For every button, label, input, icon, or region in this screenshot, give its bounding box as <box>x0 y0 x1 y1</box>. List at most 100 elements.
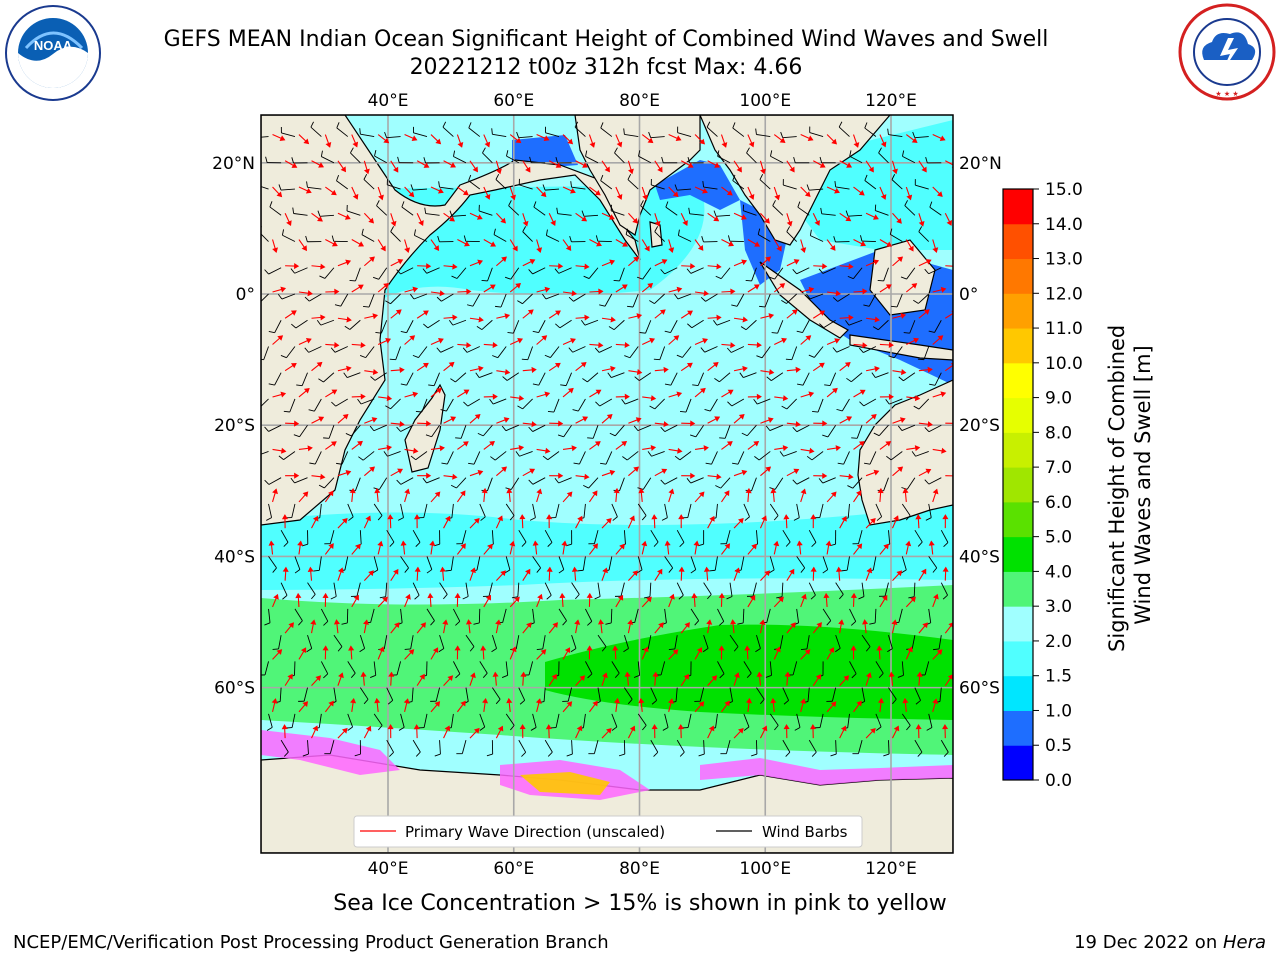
wind-barb <box>396 424 414 432</box>
wave-arrow <box>800 593 807 608</box>
wave-arrow <box>469 517 480 529</box>
wind-barb <box>902 150 916 164</box>
colorbar-segment <box>1003 501 1033 538</box>
colorbar-segment <box>1003 362 1033 399</box>
wave-arrow <box>928 540 935 555</box>
wind-barb <box>313 556 322 572</box>
wave-arrow <box>495 160 502 175</box>
wind-barb <box>719 425 731 439</box>
gridlines <box>261 115 953 853</box>
wave-arrow <box>536 391 551 398</box>
wind-barb <box>397 156 414 164</box>
colorbar-label: Significant Height of Combined Wind Wave… <box>1105 318 1155 652</box>
wind-barb <box>506 150 519 164</box>
wind-barb <box>530 713 537 731</box>
wind-barb <box>307 582 316 600</box>
lon-tick-top: 60°E <box>493 91 534 111</box>
wind-barb <box>649 398 665 410</box>
wave-arrow <box>839 725 847 739</box>
wind-barb <box>891 174 903 190</box>
wind-barb <box>819 319 836 329</box>
wave-arrow <box>826 701 837 713</box>
wave-arrow <box>891 725 900 739</box>
wind-barb <box>293 424 308 438</box>
wave-arrow <box>520 671 527 686</box>
wind-barb <box>780 131 797 139</box>
wind-barb <box>570 181 586 190</box>
lon-tick-top: 100°E <box>739 91 791 111</box>
wave-arrow <box>390 468 404 477</box>
wave-arrow <box>612 645 619 660</box>
wave-arrow <box>562 338 576 345</box>
wind-barb <box>692 372 705 387</box>
wind-barb <box>264 424 282 432</box>
wave-arrow <box>865 567 873 581</box>
wind-barb <box>869 608 877 625</box>
wind-barb <box>845 319 863 326</box>
wave-arrow <box>351 393 366 400</box>
wave-arrow <box>496 369 511 376</box>
wave-arrow <box>377 646 385 660</box>
wind-barb <box>308 398 322 412</box>
wave-arrow <box>877 487 884 502</box>
wind-barb <box>585 608 593 626</box>
wave-arrow <box>681 263 696 270</box>
wind-barb <box>849 608 857 626</box>
wind-barb <box>847 267 863 280</box>
wind-barb <box>599 293 613 307</box>
wave-arrow <box>272 239 278 254</box>
wave-arrow <box>404 447 419 454</box>
wave-arrow <box>784 671 791 686</box>
wave-arrow <box>902 697 909 712</box>
wave-arrow <box>680 362 693 372</box>
wave-arrow <box>601 672 608 686</box>
nws-logo: ★ ★ ★ <box>1176 2 1278 102</box>
wind-barb <box>445 556 454 572</box>
wind-barb <box>594 582 601 600</box>
wind-barb <box>568 293 586 302</box>
wave-arrow <box>589 441 601 450</box>
wind-barb <box>796 556 806 573</box>
wind-barb <box>516 131 533 139</box>
wind-barb <box>886 451 903 461</box>
wave-arrow <box>891 619 898 634</box>
wind-barb <box>316 319 335 326</box>
wave-band-1p5-2 <box>261 505 953 590</box>
wind-barb <box>468 451 481 465</box>
wave-arrow <box>377 282 389 293</box>
wind-barb <box>650 529 659 547</box>
wave-arrow <box>747 594 756 608</box>
wind-barb <box>330 582 337 600</box>
wind-barb <box>933 635 942 651</box>
wave-arrow <box>826 387 838 398</box>
wave-arrow <box>509 239 518 252</box>
wind-barb <box>268 372 282 386</box>
wave-arrow <box>483 440 496 450</box>
wind-barb <box>809 126 824 137</box>
wave-arrow <box>627 725 636 739</box>
wave-arrow <box>812 213 820 226</box>
wind-barb <box>662 713 669 731</box>
wave-arrow <box>813 160 826 168</box>
wave-arrow <box>417 420 432 427</box>
wind-barb <box>544 346 560 358</box>
wind-barb <box>558 556 565 574</box>
lat-tick-right: 20°S <box>959 416 1000 436</box>
wave-arrow <box>823 592 830 607</box>
wave-arrow <box>773 239 782 252</box>
wind-barb <box>518 739 527 757</box>
wind-barb <box>621 398 639 405</box>
wave-arrow <box>282 566 289 581</box>
wind-barb <box>623 635 629 653</box>
wave-arrow <box>506 487 513 502</box>
wave-arrow <box>759 515 767 529</box>
wave-arrow <box>813 263 828 270</box>
wave-arrow <box>536 239 543 254</box>
wave-arrow <box>454 645 461 660</box>
wind-barb <box>412 582 420 600</box>
wind-barb <box>350 582 361 597</box>
wave-arrow <box>430 239 440 252</box>
wave-arrow <box>905 596 916 608</box>
wind-barb <box>741 424 757 437</box>
wave-arrow <box>311 263 326 270</box>
